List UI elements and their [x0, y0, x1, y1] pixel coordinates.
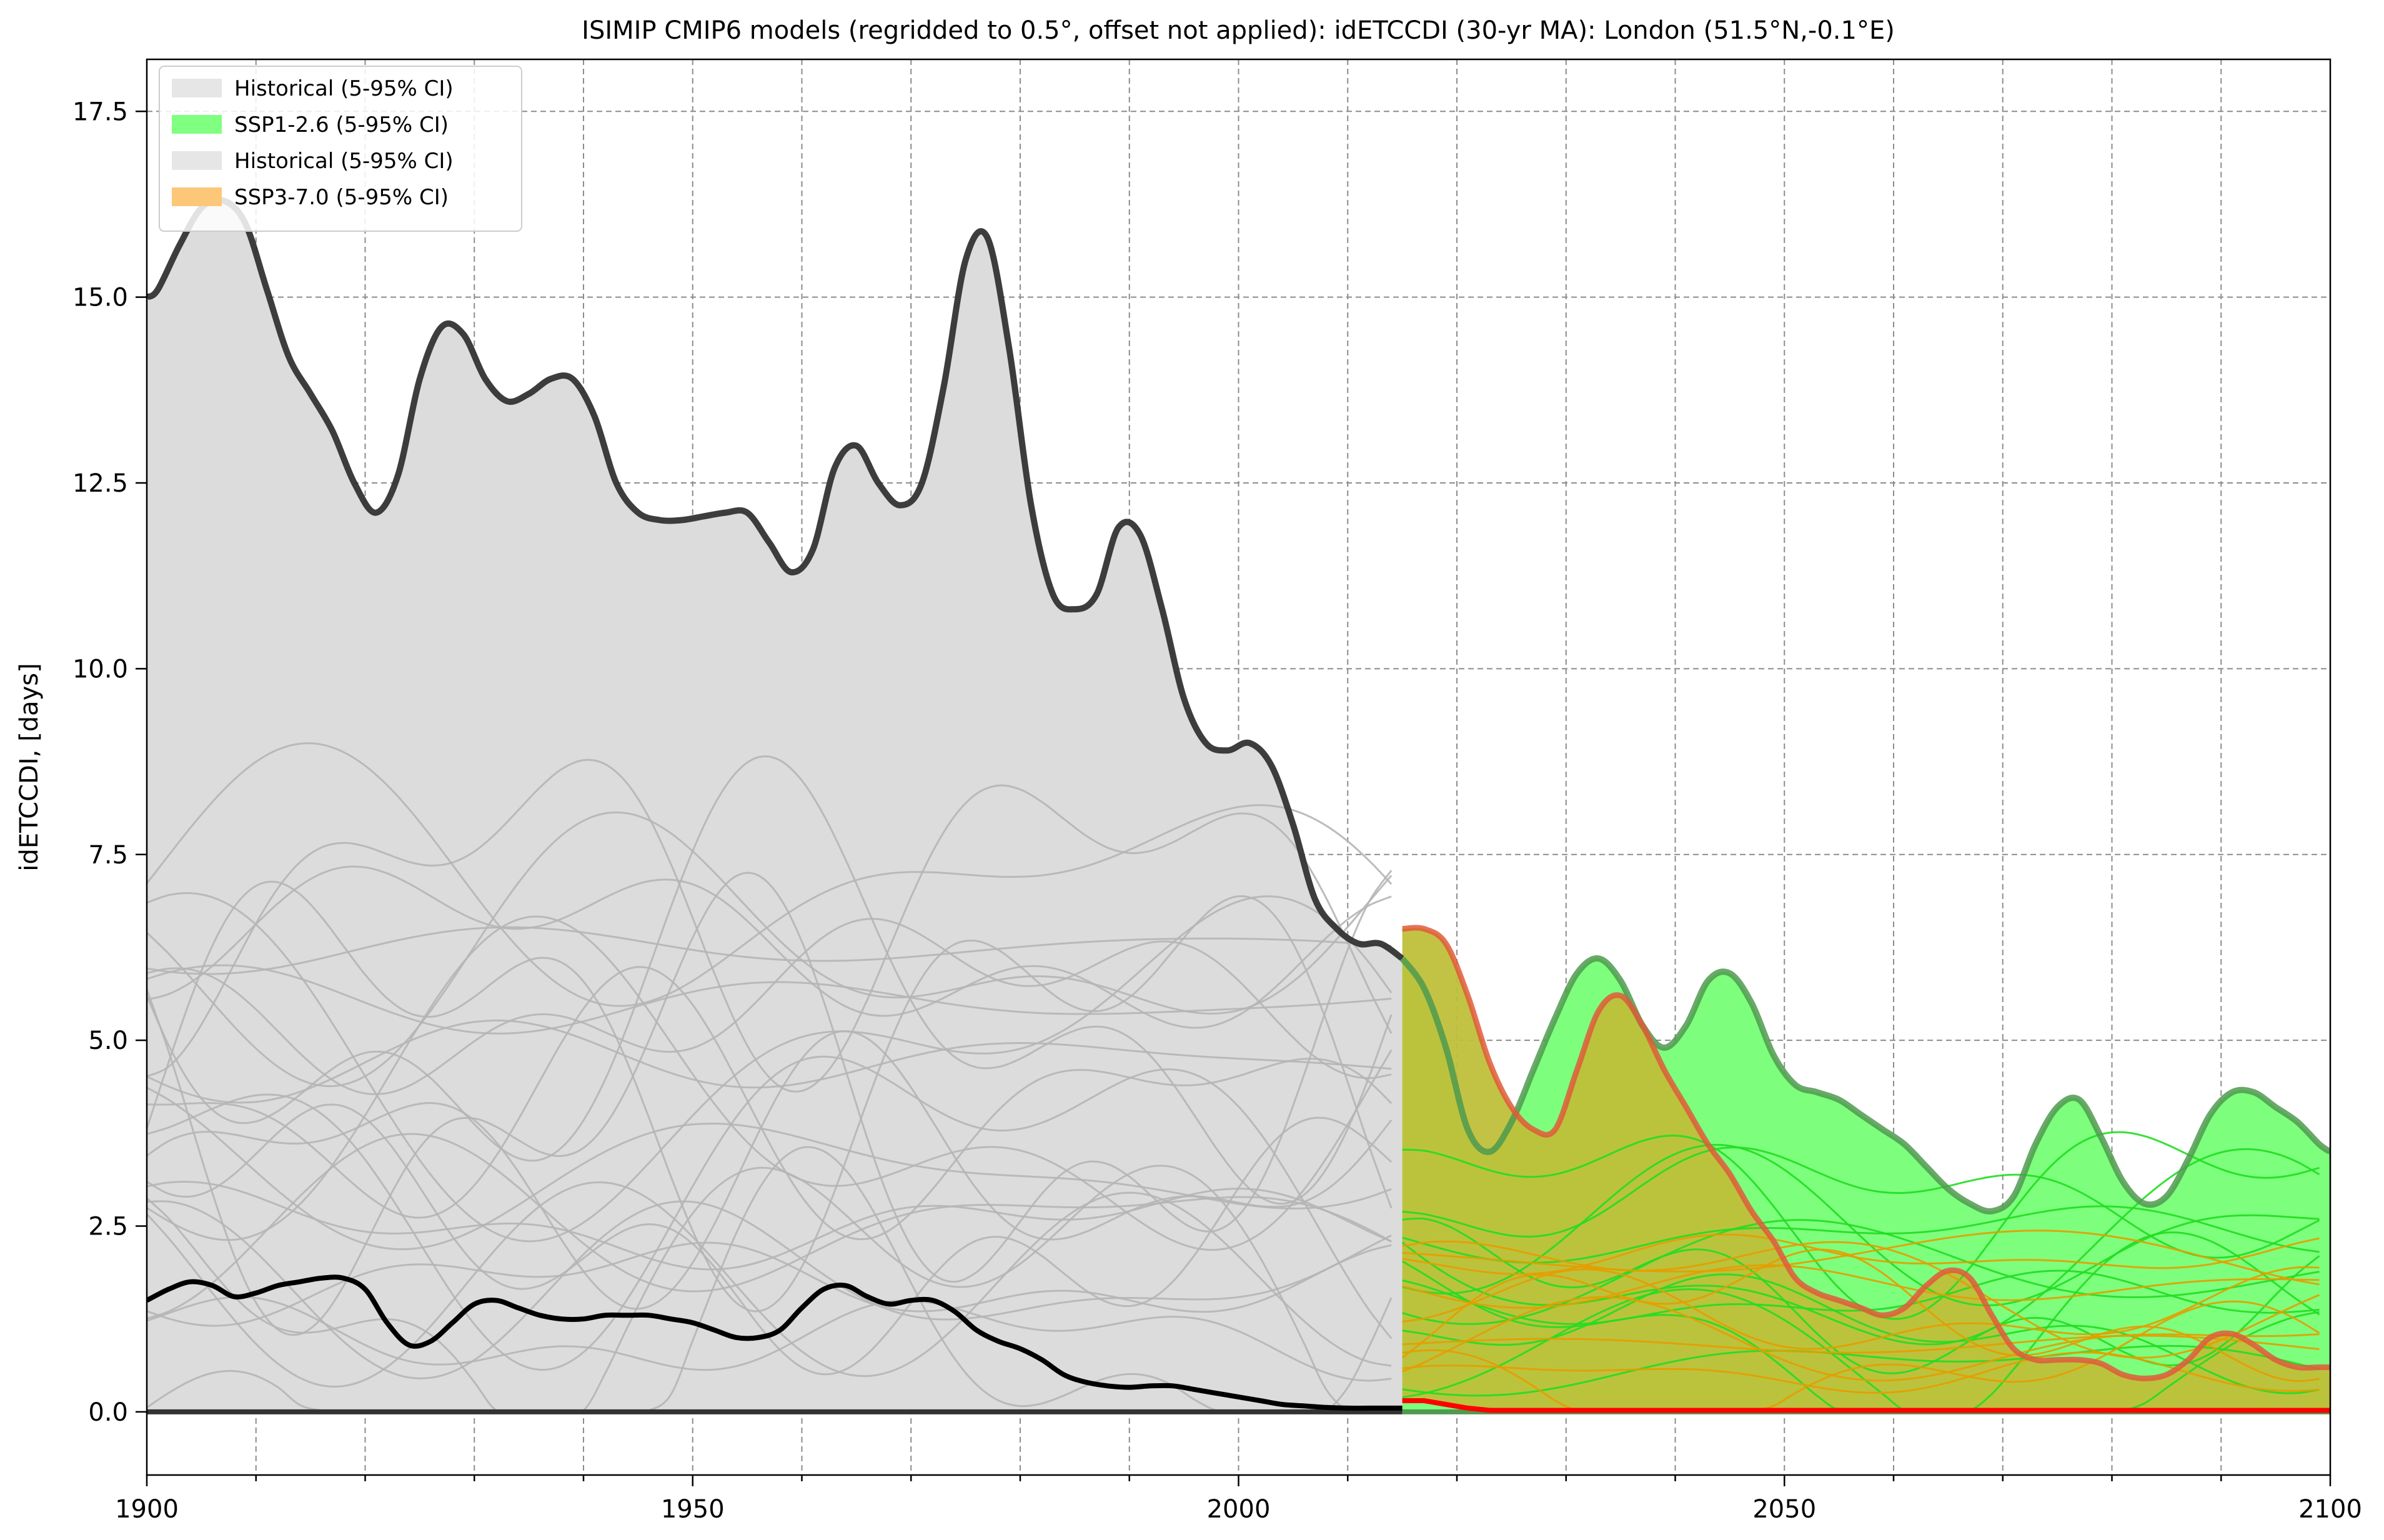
legend-label: SSP3-7.0 (5-95% CI): [234, 185, 449, 210]
legend-label: SSP1-2.6 (5-95% CI): [234, 112, 449, 137]
model-line: [147, 1019, 1392, 1104]
x-tick-label: 1950: [661, 1495, 725, 1524]
y-tick-label: 12.5: [72, 469, 128, 498]
ssp370-band-upper-edge: [1402, 925, 2330, 1381]
model-line: [147, 1103, 1393, 1376]
model-line: [1402, 1344, 2320, 1397]
model-line: [1401, 1148, 2320, 1346]
legend-swatch: [172, 79, 222, 97]
ssp370-band-lower-edge: [1402, 1398, 2330, 1413]
x-tick-label: 2000: [1207, 1495, 1271, 1524]
y-tick-label: 0.0: [88, 1398, 128, 1427]
model-line: [1402, 1143, 2320, 1306]
x-axis-ticks: 1900 1950 2000 2050 2100: [115, 1475, 2362, 1524]
model-line: [1402, 1300, 2320, 1413]
x-tick-label: 1900: [115, 1495, 179, 1524]
band-edges: [147, 196, 2330, 1414]
model-line: [147, 865, 1392, 1029]
model-line: [147, 1296, 1392, 1382]
y-tick-label: 17.5: [72, 97, 128, 126]
model-line: [1402, 1230, 2320, 1286]
ssp126-band-upper-edge: [1399, 955, 2330, 1215]
legend: Historical (5-95% CI) SSP1-2.6 (5-95% CI)…: [159, 66, 522, 232]
model-line: [147, 1181, 1392, 1388]
model-line: [147, 892, 1393, 1243]
model-line: [147, 966, 1393, 1241]
x-tick-label: 2100: [2298, 1495, 2362, 1524]
legend-label: Historical (5-95% CI): [234, 149, 454, 174]
model-line: [1402, 1351, 2320, 1394]
chart-title: ISIMIP CMIP6 models (regridded to 0.5°, …: [582, 16, 1895, 45]
model-line: [147, 1146, 1393, 1414]
model-line: [147, 755, 1393, 1205]
model-line: [1401, 1248, 2320, 1383]
model-line: [147, 1241, 1392, 1327]
y-tick-label: 7.5: [88, 841, 128, 870]
model-line: [147, 1055, 1393, 1371]
model-line: [147, 918, 1392, 1095]
model-line: [1402, 1146, 2320, 1259]
model-line: [1402, 1334, 2320, 1354]
legend-swatch: [172, 115, 222, 134]
plot-area: [147, 196, 2330, 1414]
model-line: [147, 742, 1393, 1007]
y-axis-ticks: 0.0 2.5 5.0 7.5 10.0 12.5 15.0 17.5: [72, 97, 147, 1427]
y-tick-label: 15.0: [72, 284, 128, 312]
y-tick-label: 10.0: [72, 655, 128, 683]
legend-label: Historical (5-95% CI): [234, 76, 454, 101]
model-line: [1402, 1296, 2320, 1382]
model-line: [147, 1133, 1392, 1320]
y-tick-label: 5.0: [88, 1026, 128, 1055]
model-line: [1402, 1264, 2320, 1309]
model-line: [1402, 1233, 2320, 1275]
model-lines: [147, 742, 2320, 1414]
historical-band-fill: [147, 199, 1403, 1412]
model-line: [147, 758, 1393, 1093]
x-tick-label: 2050: [1752, 1495, 1816, 1524]
model-line: [147, 870, 1393, 1336]
model-line: [147, 1180, 1392, 1271]
model-line: [1402, 1273, 2320, 1394]
model-line: [147, 915, 1393, 1251]
model-line: [147, 964, 1392, 1035]
model-line: [1402, 1266, 2320, 1350]
y-tick-label: 2.5: [88, 1213, 128, 1241]
legend-swatch: [172, 151, 222, 170]
model-line: [1402, 1288, 2320, 1413]
historical-band-upper-edge: [147, 196, 1404, 961]
legend-swatch: [172, 187, 222, 206]
model-line: [1402, 1240, 2320, 1359]
model-line: [147, 926, 1392, 975]
reference-line: [147, 1274, 1403, 1411]
legend-box: [159, 66, 522, 232]
model-line: [147, 1200, 1392, 1379]
model-line: [147, 1086, 1392, 1251]
model-line: [1402, 1205, 2320, 1264]
y-axis-label: idETCCDI, [days]: [15, 663, 44, 871]
